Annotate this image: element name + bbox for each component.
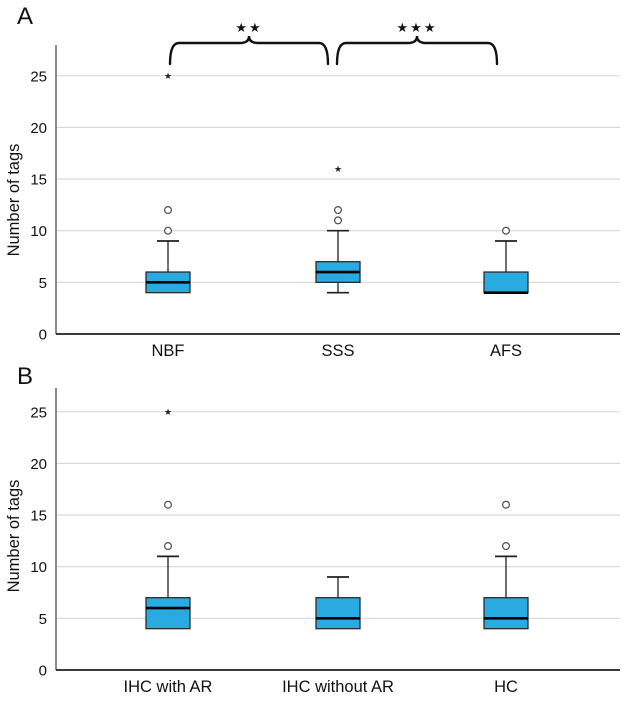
y-tick-label-20: 20 [30, 120, 47, 137]
panel-b-letter: B [17, 363, 34, 390]
y-tick-label-10: 10 [30, 559, 47, 576]
y-tick-label-0: 0 [39, 663, 47, 680]
category-label: IHC without AR [282, 678, 394, 696]
box-IHC without AR [315, 576, 361, 630]
outlier-star-25: ★ [164, 407, 172, 417]
y-tick-label-25: 25 [30, 68, 47, 85]
y-tick-label-15: 15 [30, 508, 47, 525]
outlier-circle-10 [502, 226, 511, 235]
outlier-circle-16 [164, 500, 173, 509]
panel-b-y-axis-title: Number of tags [5, 479, 23, 593]
category-label: NBF [152, 342, 185, 360]
iqr-box [145, 597, 191, 630]
outlier-star-25: ★ [164, 71, 172, 81]
iqr-box [315, 597, 361, 630]
outlier-circle-11 [334, 216, 343, 225]
iqr-box [483, 271, 529, 294]
y-tick-label-15: 15 [30, 172, 47, 189]
outlier-circle-12 [334, 206, 343, 215]
panel-a-letter: A [17, 3, 34, 30]
significance-label: ★★ [235, 20, 262, 35]
outlier-star-16: ★ [334, 164, 342, 174]
significance-label: ★★★ [397, 20, 438, 35]
category-label: AFS [490, 342, 522, 360]
box-NBF: ★ [145, 71, 191, 294]
category-label: SSS [321, 342, 354, 360]
box-SSS: ★ [315, 164, 361, 294]
category-label: IHC with AR [124, 678, 213, 696]
category-label: HC [494, 678, 518, 696]
outlier-circle-12 [164, 206, 173, 215]
significance-bracket [168, 35, 330, 66]
outlier-circle-16 [502, 500, 511, 509]
outlier-circle-12 [164, 542, 173, 551]
box-IHC with AR: ★ [145, 407, 191, 630]
panel-a-y-axis-title: Number of tags [5, 143, 23, 257]
y-tick-label-25: 25 [30, 404, 47, 421]
box-HC [483, 500, 529, 630]
outlier-circle-12 [502, 542, 511, 551]
panel-B: 0 5 10 15 20 25 ★ IHC with AR IHC without AR HC [30, 388, 620, 696]
iqr-box [483, 597, 529, 630]
y-tick-label-0: 0 [39, 327, 47, 344]
y-tick-label-5: 5 [39, 611, 47, 628]
y-tick-label-20: 20 [30, 456, 47, 473]
box-AFS [483, 226, 529, 294]
outlier-circle-10 [164, 226, 173, 235]
significance-bracket [335, 35, 499, 66]
y-tick-label-5: 5 [39, 275, 47, 292]
y-tick-label-10: 10 [30, 223, 47, 240]
